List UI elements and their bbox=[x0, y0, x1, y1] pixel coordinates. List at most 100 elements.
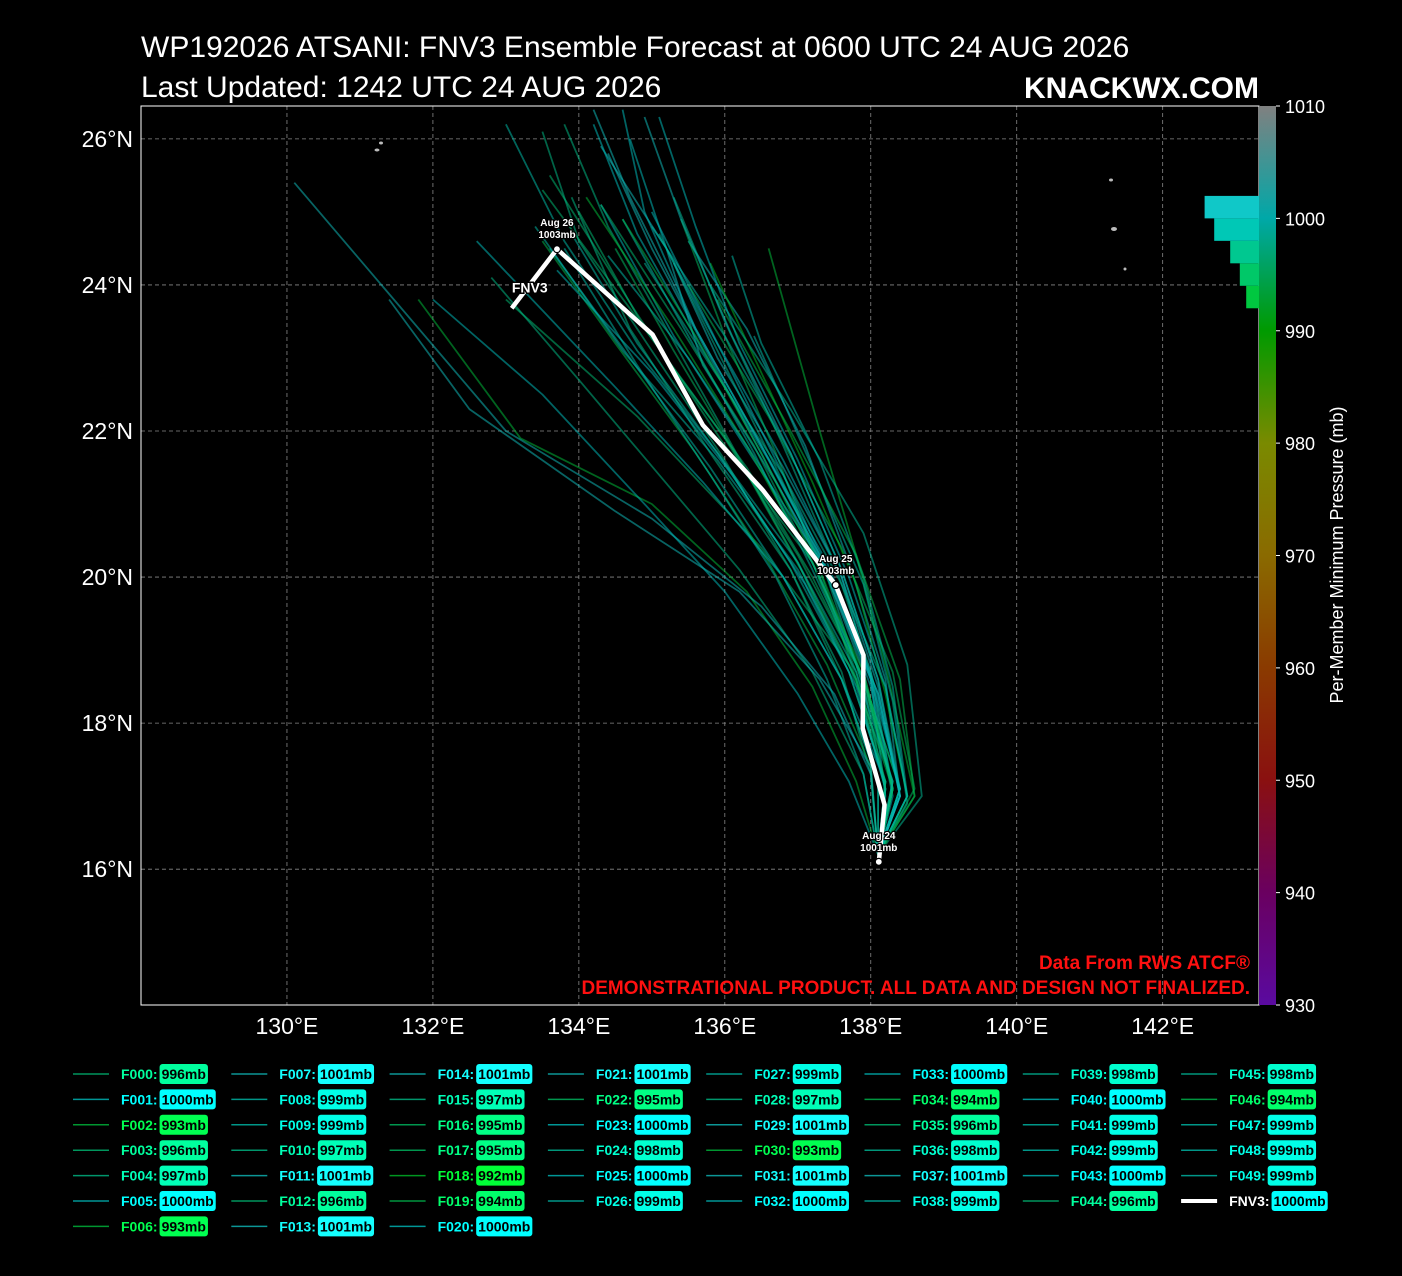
legend-name: F036: bbox=[913, 1142, 950, 1158]
legend-name: F032: bbox=[754, 1193, 791, 1209]
member-track bbox=[592, 123, 901, 855]
legend-pressure-box bbox=[317, 1216, 375, 1237]
legend-pressure: 998mb bbox=[953, 1142, 997, 1158]
legend-name: F014: bbox=[438, 1066, 475, 1082]
legend-pressure-box bbox=[159, 1191, 216, 1211]
day-pressure: 1003mb bbox=[538, 230, 575, 241]
legend-pressure: 995mb bbox=[478, 1117, 522, 1133]
legend-pressure-box bbox=[317, 1114, 367, 1135]
histogram-bar bbox=[1230, 240, 1259, 264]
legend-pressure-box bbox=[1267, 1064, 1317, 1084]
legend-pressure-box bbox=[317, 1191, 367, 1211]
colorbar-tick-label: 930 bbox=[1285, 996, 1315, 1016]
legend-pressure: 993mb bbox=[162, 1117, 206, 1133]
legend-pressure: 999mb bbox=[1111, 1142, 1155, 1158]
legend-pressure-box bbox=[634, 1089, 683, 1110]
legend-pressure: 994mb bbox=[478, 1193, 522, 1209]
legend-name: F039: bbox=[1071, 1066, 1108, 1082]
day-marker bbox=[552, 245, 562, 254]
y-tick-label: 22°N bbox=[82, 418, 133, 444]
legend-name: F037: bbox=[913, 1168, 950, 1184]
colorbar-tick-label: 1000 bbox=[1285, 209, 1325, 229]
legend-pressure-box bbox=[476, 1191, 525, 1211]
tracks bbox=[293, 109, 923, 863]
legend-pressure: 1000mb bbox=[1111, 1091, 1163, 1107]
legend-pressure: 1001mb bbox=[795, 1168, 847, 1184]
legend-name: F046: bbox=[1229, 1091, 1266, 1107]
member-track bbox=[687, 284, 916, 856]
histogram-bar bbox=[1214, 218, 1259, 241]
histogram-bar bbox=[1204, 195, 1259, 219]
legend-pressure: 997mb bbox=[162, 1168, 206, 1184]
legend-name: F024: bbox=[596, 1142, 633, 1158]
legend-name: F004: bbox=[121, 1168, 158, 1184]
legend-pressure-box bbox=[159, 1216, 208, 1237]
legend-pressure: 998mb bbox=[636, 1142, 680, 1158]
legend-pressure: 992mb bbox=[478, 1168, 522, 1184]
colorbar-tick-label: 960 bbox=[1285, 659, 1315, 679]
legend-pressure-box bbox=[634, 1165, 691, 1186]
main-track bbox=[509, 246, 887, 863]
legend-pressure-box bbox=[634, 1191, 683, 1211]
legend-name: F048: bbox=[1229, 1142, 1266, 1158]
x-tick-label: 142°E bbox=[1131, 1013, 1194, 1039]
legend-pressure: 994mb bbox=[1270, 1091, 1314, 1107]
legend-pressure: 993mb bbox=[162, 1218, 206, 1234]
legend-name: F023: bbox=[596, 1117, 633, 1133]
legend-name: F026: bbox=[596, 1193, 633, 1209]
legend-pressure: 1000mb bbox=[162, 1193, 214, 1209]
legend-pressure: 1000mb bbox=[953, 1066, 1005, 1082]
legend-name: F027: bbox=[754, 1066, 791, 1082]
legend-name: F025: bbox=[596, 1168, 633, 1184]
legend-pressure-box bbox=[476, 1089, 525, 1110]
colorbar-tick-label: 970 bbox=[1285, 547, 1315, 567]
legend-pressure-box bbox=[792, 1089, 842, 1110]
legend-pressure-box bbox=[792, 1165, 849, 1186]
legend-name: F008: bbox=[279, 1091, 316, 1107]
legend-pressure-box bbox=[1271, 1191, 1328, 1211]
legend-name: F034: bbox=[913, 1091, 950, 1107]
colorbar-tick-label: 980 bbox=[1285, 434, 1315, 454]
legend-pressure-box bbox=[476, 1140, 525, 1161]
y-tick-label: 18°N bbox=[82, 710, 133, 736]
legend-pressure: 997mb bbox=[795, 1091, 839, 1107]
legend-pressure: 999mb bbox=[320, 1091, 364, 1107]
legend-pressure: 995mb bbox=[636, 1091, 680, 1107]
legend-name: F012: bbox=[279, 1193, 316, 1209]
legend-pressure-box bbox=[1109, 1191, 1158, 1211]
legend-name: F041: bbox=[1071, 1117, 1108, 1133]
legend-pressure-box bbox=[1109, 1140, 1158, 1161]
legend-pressure-box bbox=[634, 1140, 683, 1161]
legend-name: F019: bbox=[438, 1193, 475, 1209]
island bbox=[1123, 267, 1127, 271]
legend-name: F043: bbox=[1071, 1168, 1108, 1184]
legend-pressure-box bbox=[1109, 1089, 1166, 1110]
colorbar-label: Per-Member Minimum Pressure (mb) bbox=[1327, 406, 1347, 703]
legend-pressure: 997mb bbox=[320, 1142, 364, 1158]
legend-pressure: 999mb bbox=[1111, 1117, 1155, 1133]
x-tick-label: 136°E bbox=[693, 1013, 756, 1039]
x-tick-label: 134°E bbox=[547, 1013, 610, 1039]
legend-pressure-box bbox=[476, 1165, 525, 1186]
legend-pressure-box bbox=[951, 1064, 1008, 1084]
legend-pressure: 1000mb bbox=[636, 1168, 688, 1184]
legend-name: F033: bbox=[913, 1066, 950, 1082]
source-note: Data From RWS ATCF® bbox=[1039, 953, 1250, 974]
island bbox=[1109, 178, 1113, 182]
legend-pressure: 1001mb bbox=[478, 1066, 530, 1082]
legend-pressure-box bbox=[634, 1064, 691, 1084]
legend-pressure-box bbox=[951, 1140, 1000, 1161]
legend-pressure-box bbox=[792, 1191, 849, 1211]
legend-pressure: 994mb bbox=[953, 1091, 997, 1107]
day-pressure: 1001mb bbox=[860, 843, 897, 854]
legend-name: F009: bbox=[279, 1117, 316, 1133]
legend-pressure: 999mb bbox=[320, 1117, 364, 1133]
legend-pressure: 999mb bbox=[1270, 1142, 1314, 1158]
legend-pressure-box bbox=[476, 1216, 533, 1237]
legend-pressure: 1000mb bbox=[162, 1091, 214, 1107]
legend-name: F044: bbox=[1071, 1193, 1108, 1209]
